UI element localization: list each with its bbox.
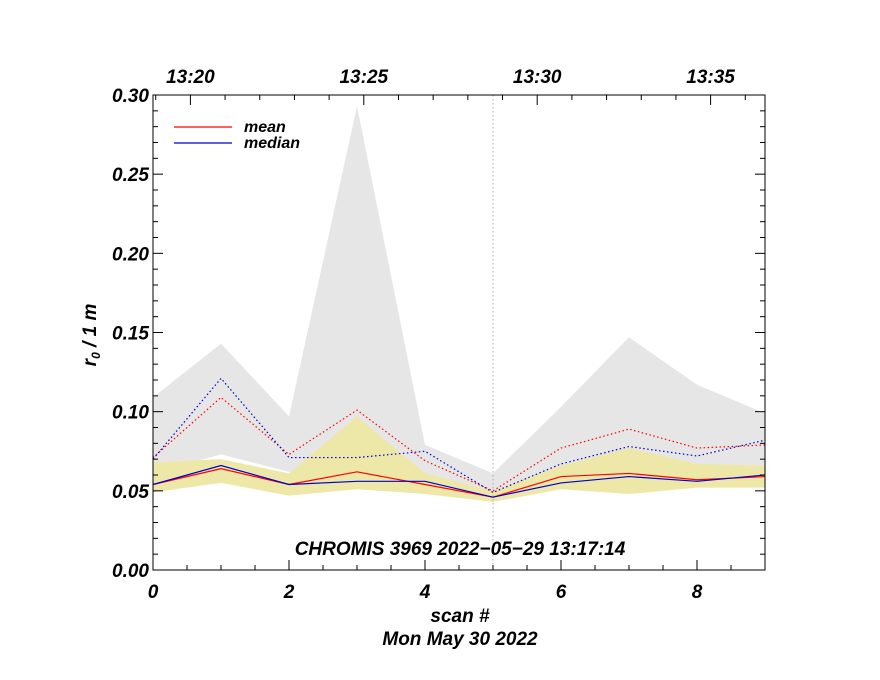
- bands-layer: [153, 106, 765, 502]
- median-solid-line: [152, 464, 766, 498]
- top-time-label: 13:20: [166, 67, 215, 88]
- top-time-label: 13:30: [513, 67, 562, 88]
- legend-mean-label: mean: [244, 119, 286, 136]
- y-tick-label: 0.20: [112, 244, 149, 265]
- y-axis-label-subscript: 0: [89, 352, 103, 359]
- y-tick-label: 0.15: [112, 324, 149, 345]
- gray-range-band: [153, 106, 765, 496]
- y-axis-label-unit: / 1 m: [80, 304, 101, 353]
- y-tick-label: 0.10: [112, 403, 149, 424]
- x-tick-label: 4: [419, 582, 431, 603]
- y-tick-label: 0.00: [112, 561, 149, 582]
- annotation-text: CHROMIS 3969 2022−05−29 13:17:14: [295, 539, 626, 560]
- legend-median-label: median: [244, 135, 300, 152]
- y-tick-label: 0.05: [112, 482, 149, 503]
- yellow-range-band: [153, 416, 765, 502]
- tick-labels: 0 2 4 6 8 13:20 13:25 13:30 13:35 0.00 0.05 0.10 0.1…: [112, 67, 735, 603]
- x-axis-label: scan #: [430, 606, 490, 627]
- mean-solid-line: [152, 468, 766, 498]
- y-tick-label: 0.30: [112, 86, 149, 107]
- x-tick-label: 0: [148, 582, 159, 603]
- x-tick-label: 6: [556, 582, 567, 603]
- plot-frame: [152, 94, 766, 571]
- top-time-label: 13:35: [686, 67, 735, 88]
- y-axis-label: r0 / 1 m: [80, 304, 103, 367]
- tick-marks: [152, 94, 766, 571]
- legend: mean median: [174, 119, 300, 152]
- series-layer: [152, 377, 766, 498]
- top-time-label: 13:25: [339, 67, 388, 88]
- y-tick-label: 0.25: [112, 165, 149, 186]
- y-axis-label-main: r: [80, 357, 101, 366]
- date-label: Mon May 30 2022: [382, 629, 538, 650]
- x-tick-label: 8: [692, 582, 703, 603]
- x-tick-label: 2: [283, 582, 295, 603]
